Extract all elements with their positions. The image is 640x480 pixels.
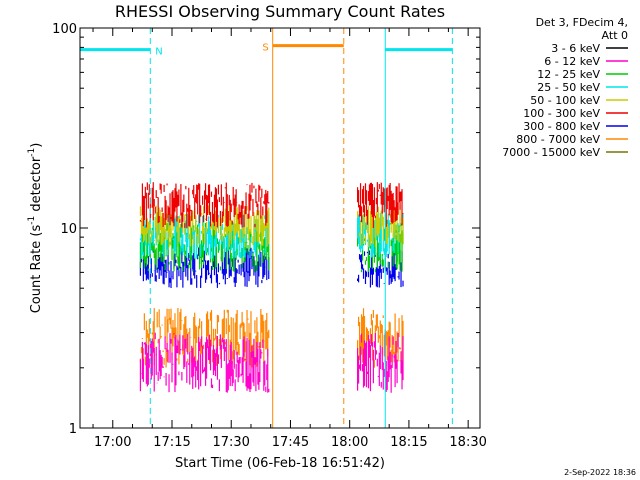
band-100-300kev-2 bbox=[356, 182, 404, 228]
x-tick-label: 18:15 bbox=[390, 435, 427, 450]
x-tick-label: 18:30 bbox=[449, 435, 486, 450]
x-tick-label: 17:30 bbox=[212, 435, 249, 450]
legend-header-line1: Det 3, FDecim 4, bbox=[536, 16, 628, 29]
x-tick-label: 17:00 bbox=[94, 435, 131, 450]
y-axis-label-end: ) bbox=[29, 143, 44, 148]
y-axis-label-sup2: -1 bbox=[27, 148, 37, 157]
y-axis-label-sup1: -1 bbox=[27, 216, 37, 225]
saa-label: S bbox=[262, 43, 268, 54]
y-axis-label-main: Count Rate (s bbox=[29, 225, 44, 314]
data-bands bbox=[139, 182, 404, 393]
band-6-12kev-2 bbox=[356, 332, 404, 393]
y-tick-label: 10 bbox=[60, 222, 77, 237]
night-label: N bbox=[155, 47, 162, 58]
legend-label: 7000 - 15000 keV bbox=[502, 146, 600, 159]
chart-title: RHESSI Observing Summary Count Rates bbox=[115, 2, 445, 21]
band-100-300kev-1 bbox=[139, 182, 270, 228]
y-tick-label: 1 bbox=[69, 422, 77, 437]
y-tick-label: 100 bbox=[52, 22, 77, 37]
x-tick-label: 18:00 bbox=[331, 435, 368, 450]
y-axis-label: Count Rate (s-1 detector-1) bbox=[27, 143, 44, 314]
x-tick-label: 17:45 bbox=[272, 435, 309, 450]
legend-label: 300 - 800 keV bbox=[523, 120, 600, 133]
x-axis-label: Start Time (06-Feb-18 16:51:42) bbox=[175, 456, 385, 471]
band-6-12kev-1 bbox=[139, 332, 270, 393]
axis-ticks: 17:00 17:15 17:30 17:45 18:00 18:15 18:30 1 10 10… bbox=[52, 22, 487, 450]
timestamp: 2-Sep-2022 18:36 bbox=[564, 468, 636, 477]
x-tick-label: 17:15 bbox=[153, 435, 190, 450]
legend-label: 6 - 12 keV bbox=[544, 55, 600, 68]
legend-label: 25 - 50 keV bbox=[537, 81, 600, 94]
legend-label: 100 - 300 keV bbox=[523, 107, 600, 120]
y-axis-label-mid: detector bbox=[29, 156, 44, 216]
legend-label: 3 - 6 keV bbox=[551, 42, 600, 55]
legend-label: 800 - 7000 keV bbox=[516, 133, 600, 146]
legend-label: 12 - 25 keV bbox=[537, 68, 600, 81]
legend-label: 50 - 100 keV bbox=[530, 94, 600, 107]
legend-header-line2: Att 0 bbox=[602, 29, 628, 42]
